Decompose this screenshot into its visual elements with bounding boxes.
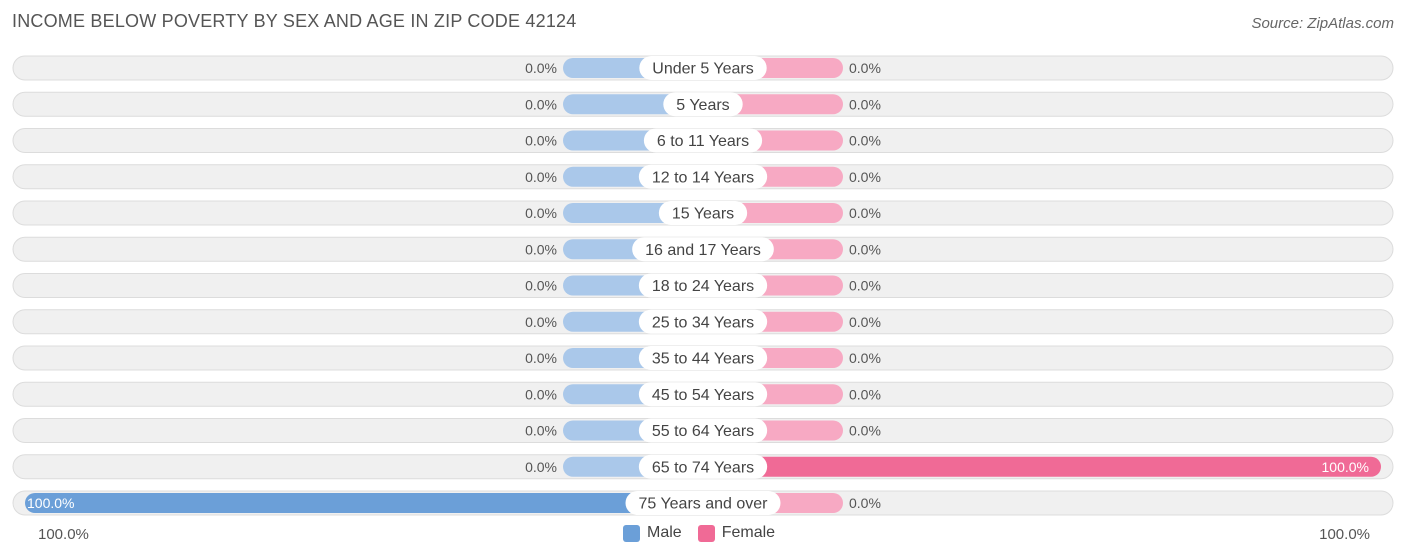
category-pill	[658, 201, 748, 225]
category-pill	[638, 346, 768, 370]
chart-row: 18 to 24 Years 0.0% 0.0%	[12, 273, 1394, 298]
category-label: 15 Years	[672, 206, 734, 223]
axis-left-label: 100.0%	[38, 526, 89, 543]
value-label-female: 0.0%	[849, 241, 881, 257]
category-pill	[638, 164, 768, 189]
category-label: 12 to 14 Years	[652, 169, 754, 186]
legend-item-male: Male	[623, 524, 682, 542]
category-label: 25 to 34 Years	[652, 314, 754, 331]
value-label-female: 0.0%	[849, 205, 881, 221]
value-label-female: 0.0%	[849, 169, 881, 185]
chart-row: 45 to 54 Years 0.0% 0.0%	[12, 381, 1394, 407]
chart-row: 16 and 17 Years 0.0% 0.0%	[12, 236, 1394, 262]
category-label: 55 to 64 Years	[652, 423, 754, 440]
axis-right-label: 100.0%	[1319, 526, 1370, 543]
chart-row: 5 Years 0.0% 0.0%	[12, 91, 1394, 117]
category-pill	[638, 454, 768, 479]
category-pill	[643, 128, 763, 153]
legend-label-male: Male	[647, 524, 682, 541]
category-label: 75 Years and over	[639, 496, 769, 513]
value-label-male: 0.0%	[525, 386, 557, 402]
category-pill	[632, 237, 774, 262]
value-label-male: 0.0%	[525, 459, 557, 475]
legend-label-female: Female	[721, 524, 776, 541]
value-label-female: 0.0%	[849, 495, 881, 511]
value-label-female: 0.0%	[849, 314, 881, 330]
value-label-male: 0.0%	[525, 314, 557, 330]
chart-row: 12 to 14 Years 0.0% 0.0%	[12, 164, 1394, 190]
value-label-male: 0.0%	[525, 96, 557, 112]
value-label-female: 0.0%	[849, 96, 881, 112]
value-label-female: 100.0%	[1322, 459, 1369, 475]
category-label: 5 Years	[676, 97, 729, 114]
chart-title: INCOME BELOW POVERTY BY SEX AND AGE IN Z…	[12, 11, 577, 31]
category-label: 18 to 24 Years	[652, 278, 754, 295]
value-label-male: 0.0%	[525, 205, 557, 221]
chart-row: 75 Years and over 100.0% 0.0%	[12, 490, 1394, 516]
category-pill	[638, 418, 768, 443]
source-label: Source: ZipAtlas.com	[1251, 15, 1394, 32]
value-label-female: 0.0%	[849, 278, 881, 294]
value-label-male: 0.0%	[525, 133, 557, 149]
chart-row: 65 to 74 Years 0.0% 100.0%	[12, 454, 1394, 480]
value-label-female: 0.0%	[849, 350, 881, 366]
value-label-female: 0.0%	[849, 60, 881, 76]
chart-row: 55 to 64 Years 0.0% 0.0%	[12, 418, 1394, 443]
category-pill	[639, 56, 767, 80]
value-label-male: 0.0%	[525, 423, 557, 439]
value-label-male: 0.0%	[525, 350, 557, 366]
chart-row: 25 to 34 Years 0.0% 0.0%	[12, 309, 1394, 335]
chart-row: 15 Years 0.0% 0.0%	[12, 200, 1394, 226]
value-label-male: 100.0%	[27, 495, 74, 511]
value-label-female: 0.0%	[849, 386, 881, 402]
value-label-female: 0.0%	[849, 133, 881, 149]
category-pill	[638, 382, 768, 407]
category-pill	[625, 491, 781, 515]
legend-item-female: Female	[697, 524, 776, 542]
bar-female	[703, 456, 1381, 477]
legend-swatch-female	[697, 524, 715, 542]
legend: Male Female	[623, 524, 791, 542]
value-label-male: 0.0%	[525, 241, 557, 257]
value-label-male: 0.0%	[525, 278, 557, 294]
category-pill	[638, 309, 768, 334]
category-label: 35 to 44 Years	[652, 351, 754, 368]
chart-row: 6 to 11 Years 0.0% 0.0%	[12, 128, 1394, 153]
category-label: 16 and 17 Years	[645, 242, 761, 259]
value-label-male: 0.0%	[525, 169, 557, 185]
category-pill	[663, 92, 743, 117]
value-label-male: 0.0%	[525, 60, 557, 76]
category-label: 6 to 11 Years	[657, 133, 749, 150]
value-label-female: 0.0%	[849, 423, 881, 439]
legend-swatch-male	[623, 524, 640, 542]
category-pill	[638, 273, 768, 298]
category-label: 65 to 74 Years	[652, 459, 754, 476]
category-label: 45 to 54 Years	[652, 387, 754, 404]
chart-row: Under 5 Years 0.0% 0.0%	[12, 55, 1394, 81]
bar-male	[25, 493, 703, 513]
chart-row: 35 to 44 Years 0.0% 0.0%	[12, 345, 1394, 371]
category-label: Under 5 Years	[652, 61, 753, 78]
